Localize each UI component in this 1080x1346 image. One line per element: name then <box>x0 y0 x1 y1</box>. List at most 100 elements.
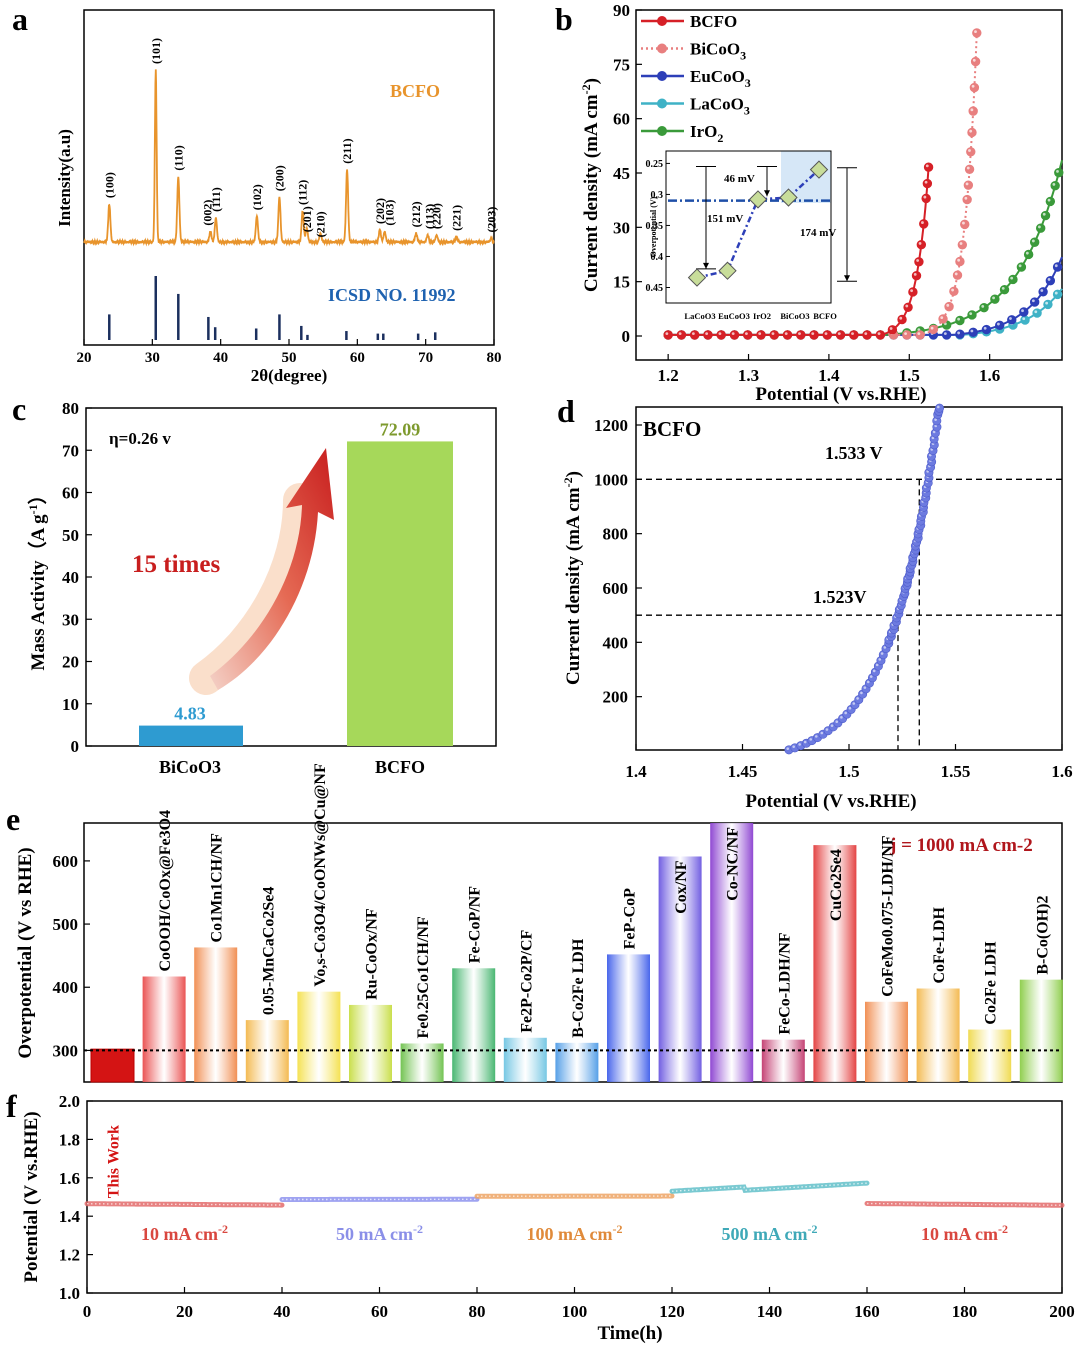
y-tick-label: 1.0 <box>59 1284 80 1303</box>
y-tick-label: 10 <box>62 695 79 714</box>
marker-IrO2 <box>1029 237 1040 247</box>
panel-a-peak-labels: (100) (101) (110) (002)(111) (102) (200) (112)… <box>102 38 498 237</box>
marker-BCFO <box>703 330 713 340</box>
panel-c-ratio-text: 15 times <box>132 551 220 578</box>
inset-y-tick-label: 0.35 <box>646 221 664 232</box>
bar-label: FeP-CoP <box>622 888 639 950</box>
peak-label: (102) <box>250 184 264 210</box>
marker-highlight <box>983 326 987 330</box>
bar-BiCoO3 <box>139 725 243 746</box>
marker-highlight <box>1010 276 1014 280</box>
marker-LaCoO3 <box>1052 289 1063 300</box>
panel-label-f: f <box>6 1088 17 1124</box>
peak-label: (203) <box>484 207 498 233</box>
marker-BCFO <box>875 330 886 340</box>
peak-label: (101) <box>149 38 163 64</box>
marker-highlight <box>916 259 920 262</box>
panel-a-reference-label: ICSD NO. 11992 <box>328 285 456 305</box>
data-point-highlight <box>860 691 863 695</box>
marker-label: 1.533 V <box>825 443 883 463</box>
y-tick-label: 1.2 <box>59 1246 80 1265</box>
panel-d-ylabel: Current density (mA cm-2) <box>561 471 584 685</box>
panel-c-mass-activity: c Mass Activity（A g-1） η=0.26 v 0 10 20 30 4… <box>12 391 497 777</box>
inset-category: BCFO <box>813 311 837 321</box>
x-tick-label: 70 <box>418 350 433 366</box>
marker-BiCoO3 <box>944 301 954 312</box>
x-tick-label: 1.45 <box>728 762 758 781</box>
panel-b-ylabel-main: Current density (mA cm <box>581 94 602 292</box>
marker-IrO2 <box>1054 167 1064 178</box>
y-tick-label: 500 <box>53 915 79 934</box>
y-tick-label: 400 <box>603 633 629 652</box>
panel-c-ylabel: Mass Activity（A g-1） <box>26 485 49 670</box>
bar-item <box>916 988 960 1082</box>
marker-highlight <box>691 332 695 336</box>
marker-BiCoO3 <box>966 147 976 157</box>
marker-highlight <box>678 332 682 336</box>
marker-highlight <box>957 317 961 321</box>
marker-highlight <box>798 332 801 336</box>
marker-highlight <box>1018 264 1022 268</box>
marker-highlight <box>921 221 924 224</box>
inset-annotation: 46 mV <box>724 173 755 185</box>
bar-label: Fe-CoP/NF <box>467 886 484 964</box>
bar-item <box>865 1001 908 1082</box>
x-tick-label: 0 <box>83 1302 92 1321</box>
panel-label-b: b <box>555 1 573 37</box>
y-tick-label: 50 <box>62 526 79 545</box>
panel-d-ticks: 1.4 1.45 1.5 1.55 1.6 200 400 600 800 1000 1200 <box>594 416 1073 781</box>
marker-BCFO <box>822 330 832 340</box>
legend-label-main: EuCoO <box>690 67 745 86</box>
peak-label: (112) <box>296 180 310 205</box>
marker-EuCoO3 <box>1045 276 1056 286</box>
panel-b-ylabel-end: ) <box>581 78 602 84</box>
legend-label-main: IrO <box>690 122 717 141</box>
bar-label: B-Co(OH)2 <box>1034 896 1051 975</box>
bar-item <box>452 968 496 1082</box>
marker-BCFO <box>782 330 793 340</box>
marker-BCFO <box>897 314 907 325</box>
marker-highlight <box>968 149 971 152</box>
marker-highlight <box>957 331 961 335</box>
panel-a-xlabel: 2θ(degree) <box>251 366 328 385</box>
y-tick-label: 40 <box>62 568 79 587</box>
x-tick-label: 20 <box>77 350 92 366</box>
legend-label-sub: 3 <box>744 104 750 118</box>
marker-BCFO <box>903 302 913 312</box>
marker-highlight <box>905 304 909 308</box>
y-tick-label: 70 <box>62 441 79 460</box>
data-point-highlight <box>869 675 873 678</box>
panel-c-annotation: η=0.26 v <box>109 429 171 448</box>
stability-segment-texture <box>867 1202 1063 1206</box>
marker-BCFO <box>921 193 931 204</box>
bar-item <box>194 947 238 1082</box>
data-point-highlight <box>792 745 795 748</box>
peak-label: (210) <box>313 211 327 237</box>
peak-label: (212) <box>409 201 423 227</box>
marker-highlight <box>758 332 762 336</box>
panel-label-d: d <box>557 393 575 429</box>
panel-c-ylabel-end: ） <box>26 485 49 504</box>
bar-label: 0.05-MnCaCo2Se4 <box>260 887 277 1015</box>
marker-highlight <box>718 332 722 336</box>
marker-highlight <box>997 322 1000 326</box>
marker-BiCoO3 <box>915 330 925 340</box>
segment-label-main: 50 mA cm <box>336 1224 413 1244</box>
legend-label-main: LaCoO <box>690 95 744 114</box>
marker-BCFO <box>716 330 726 340</box>
marker-highlight <box>1045 301 1049 305</box>
panel-label-e: e <box>6 801 20 837</box>
marker-BCFO <box>809 330 819 340</box>
marker-IrO2 <box>1008 274 1018 285</box>
marker-BCFO <box>769 330 779 340</box>
bar-value-label: 4.83 <box>174 704 206 724</box>
bar-label: CoFe-LDH <box>931 907 948 984</box>
panel-c-growth-arrow-glow <box>189 483 317 695</box>
marker-IrO2 <box>990 294 1000 304</box>
data-point-highlight <box>883 646 887 649</box>
data-point-highlight <box>814 735 818 738</box>
marker-highlight <box>1038 225 1041 229</box>
panel-c-ylabel-main: Mass Activity（A g <box>26 514 49 671</box>
bar-item <box>555 1042 599 1082</box>
marker-highlight <box>1047 278 1051 281</box>
